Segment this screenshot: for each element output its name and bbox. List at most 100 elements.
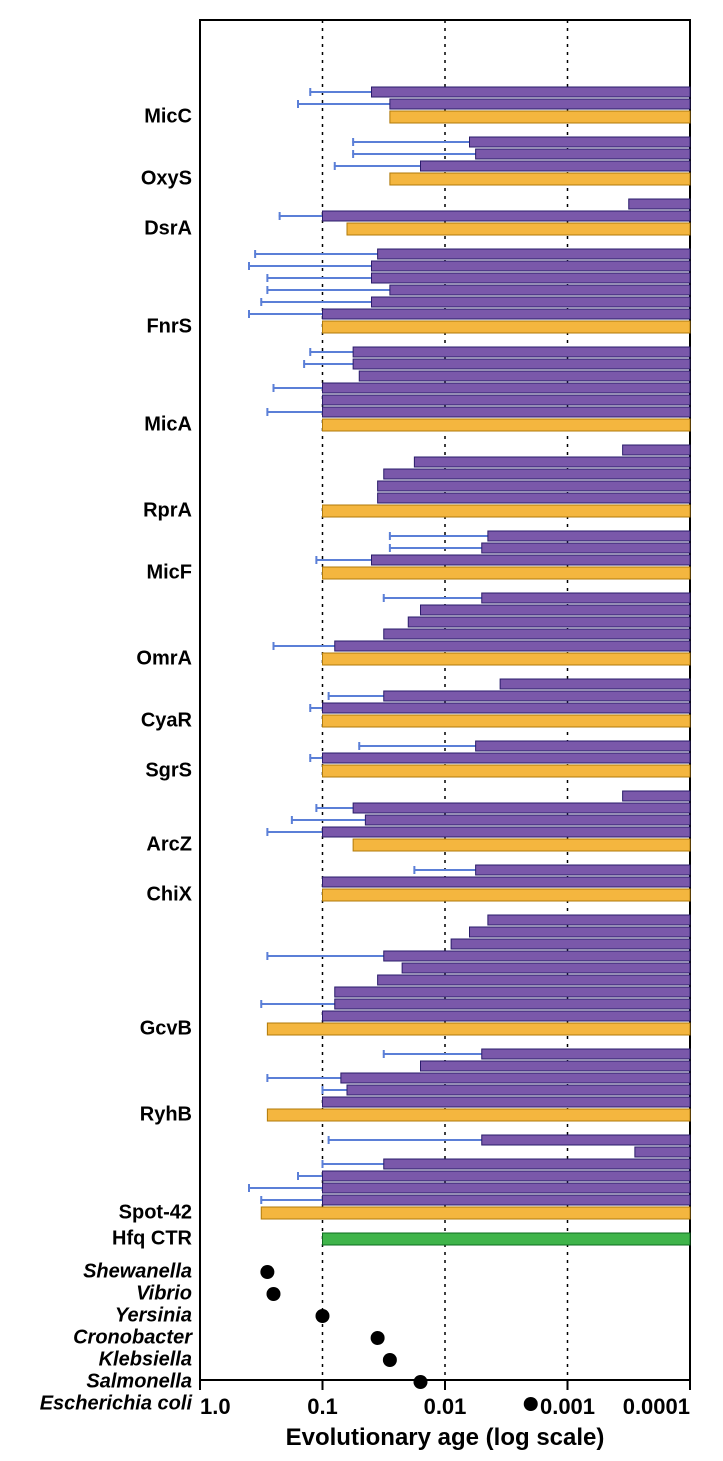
purple-bar xyxy=(323,1183,691,1193)
x-tick-label: 0.01 xyxy=(424,1394,467,1419)
purple-bar xyxy=(390,99,690,109)
group: MicC xyxy=(144,87,690,127)
purple-bar xyxy=(384,469,690,479)
purple-bar xyxy=(384,691,690,701)
purple-bar xyxy=(482,1135,690,1145)
purple-bar xyxy=(323,1171,691,1181)
species-label: Klebsiella xyxy=(99,1348,192,1370)
orange-bar xyxy=(390,173,690,185)
purple-bar xyxy=(384,629,690,639)
purple-bar xyxy=(353,347,690,357)
chart-svg: Hfq CTRSpot-42RyhBGcvBChiXArcZSgrSCyaROm… xyxy=(0,0,723,1456)
purple-bar xyxy=(408,617,690,627)
group-label: DsrA xyxy=(144,217,192,239)
group-label: SgrS xyxy=(145,759,192,781)
purple-bar xyxy=(359,371,690,381)
purple-bar xyxy=(414,457,690,467)
orange-bar xyxy=(323,505,691,517)
group-label: OxyS xyxy=(141,167,192,189)
purple-bar xyxy=(635,1147,690,1157)
group: OxyS xyxy=(141,137,690,189)
species-dot xyxy=(524,1397,538,1411)
group-label: GcvB xyxy=(140,1017,192,1039)
purple-bar xyxy=(623,445,690,455)
chart-root: Hfq CTRSpot-42RyhBGcvBChiXArcZSgrSCyaROm… xyxy=(0,0,723,1456)
orange-bar xyxy=(261,1207,690,1219)
purple-bar xyxy=(488,915,690,925)
purple-bar xyxy=(372,273,691,283)
orange-bar xyxy=(267,1023,690,1035)
purple-bar xyxy=(323,703,691,713)
x-tick-label: 0.1 xyxy=(307,1394,338,1419)
purple-bar xyxy=(323,1195,691,1205)
purple-bar xyxy=(378,975,690,985)
orange-bar xyxy=(323,419,691,431)
purple-bar xyxy=(421,161,691,171)
orange-bar xyxy=(390,111,690,123)
purple-bar xyxy=(384,951,690,961)
group: RyhB xyxy=(140,1049,690,1125)
purple-bar xyxy=(378,481,690,491)
orange-bar xyxy=(323,889,691,901)
group-label: ArcZ xyxy=(146,833,192,855)
purple-bar xyxy=(323,827,691,837)
purple-bar xyxy=(323,1011,691,1021)
purple-bar xyxy=(470,137,691,147)
group: RprA xyxy=(143,445,690,521)
species-label: Salmonella xyxy=(86,1370,192,1392)
purple-bar xyxy=(500,679,690,689)
purple-bar xyxy=(623,791,690,801)
group: FnrS xyxy=(146,249,690,337)
purple-bar xyxy=(335,999,690,1009)
purple-bar xyxy=(323,309,691,319)
purple-bar xyxy=(323,211,691,221)
group-label: MicA xyxy=(144,413,192,435)
green-bar xyxy=(323,1233,691,1245)
purple-bar xyxy=(482,593,690,603)
group-label: RyhB xyxy=(140,1103,192,1125)
purple-bar xyxy=(372,555,691,565)
group: MicF xyxy=(146,531,690,583)
purple-bar xyxy=(378,249,690,259)
purple-bar xyxy=(390,285,690,295)
species-dot xyxy=(267,1287,281,1301)
species-label: Yersinia xyxy=(115,1304,192,1326)
species-label: Shewanella xyxy=(83,1260,192,1282)
species-label: Escherichia coli xyxy=(40,1392,193,1414)
purple-bar xyxy=(323,383,691,393)
species-label: Vibrio xyxy=(136,1282,192,1304)
group: MicA xyxy=(144,347,690,435)
x-tick-label: 1.0 xyxy=(200,1394,231,1419)
group: DsrA xyxy=(144,199,690,239)
purple-bar xyxy=(335,641,690,651)
orange-bar xyxy=(323,321,691,333)
group: GcvB xyxy=(140,915,690,1039)
purple-bar xyxy=(476,741,690,751)
purple-bar xyxy=(372,297,691,307)
species-label: Cronobacter xyxy=(73,1326,193,1348)
purple-bar xyxy=(476,865,690,875)
group: Spot-42 xyxy=(119,1135,690,1223)
purple-bar xyxy=(470,927,691,937)
purple-bar xyxy=(451,939,690,949)
group-label: Spot-42 xyxy=(119,1201,192,1223)
group-label: OmrA xyxy=(136,647,192,669)
purple-bar xyxy=(402,963,690,973)
purple-bar xyxy=(476,149,690,159)
x-axis-label: Evolutionary age (log scale) xyxy=(200,1424,690,1452)
purple-bar xyxy=(347,1085,690,1095)
group-label: MicC xyxy=(144,105,192,127)
purple-bar xyxy=(372,87,691,97)
x-tick-label: 0.0001 xyxy=(623,1394,690,1419)
purple-bar xyxy=(421,1061,691,1071)
purple-bar xyxy=(421,605,691,615)
purple-bar xyxy=(335,987,690,997)
group-label: MicF xyxy=(146,561,192,583)
orange-bar xyxy=(267,1109,690,1121)
purple-bar xyxy=(323,407,691,417)
species-dot xyxy=(414,1375,428,1389)
orange-bar xyxy=(323,715,691,727)
purple-bar xyxy=(323,753,691,763)
purple-bar xyxy=(323,395,691,405)
orange-bar xyxy=(323,765,691,777)
